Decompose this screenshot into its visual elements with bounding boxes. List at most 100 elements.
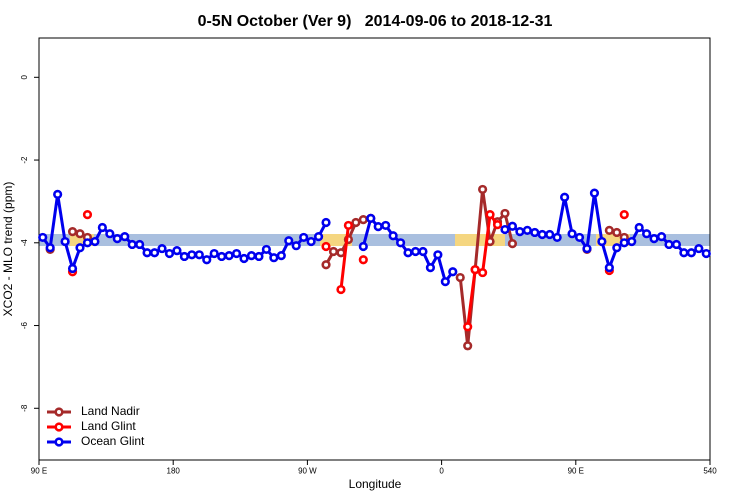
point [217, 251, 227, 262]
point [82, 238, 93, 248]
point [492, 219, 503, 230]
point [321, 217, 331, 228]
point [560, 192, 570, 202]
point [530, 227, 540, 238]
point [82, 210, 93, 220]
x-axis-label: Longitude [349, 477, 402, 491]
y-tick-label: -6 [20, 321, 29, 329]
point [701, 248, 711, 259]
point [291, 241, 301, 251]
point [619, 238, 629, 248]
point [664, 239, 674, 250]
point [343, 220, 354, 231]
point [612, 243, 622, 253]
point [127, 239, 137, 250]
point [589, 188, 600, 198]
point [172, 246, 182, 256]
point [60, 236, 70, 247]
point [75, 229, 85, 239]
point [157, 243, 167, 254]
point [537, 229, 547, 240]
point [202, 255, 212, 265]
point [418, 246, 428, 257]
point [567, 229, 577, 239]
legend-label: Land Nadir [81, 404, 140, 418]
point [276, 251, 286, 261]
y-tick-label: -4 [20, 239, 29, 247]
point [552, 232, 562, 243]
point [231, 248, 242, 259]
point [463, 322, 473, 332]
point [686, 248, 696, 258]
point [254, 251, 264, 262]
x-tick-label: 180 [167, 467, 181, 476]
point [381, 220, 391, 231]
point [321, 260, 331, 270]
point [120, 231, 130, 242]
point [209, 248, 219, 259]
legend-label: Ocean Glint [81, 434, 145, 448]
point [336, 284, 346, 295]
point [135, 239, 145, 250]
x-tick-label: 90 E [568, 467, 584, 476]
plot-frame [38, 37, 711, 461]
point [500, 224, 510, 235]
series [38, 188, 711, 287]
point [500, 208, 510, 219]
point [507, 239, 518, 249]
point [604, 263, 614, 273]
point [194, 250, 204, 260]
point [515, 227, 525, 237]
point [604, 225, 614, 235]
y-axis-label: XCO2 - MLO trend (ppm) [1, 182, 15, 317]
point [239, 253, 249, 264]
point [112, 234, 122, 244]
point [328, 246, 339, 257]
legend-marker [54, 407, 64, 417]
point [306, 236, 316, 247]
point [343, 234, 354, 245]
point [634, 222, 644, 233]
point [425, 263, 436, 273]
point [455, 272, 465, 283]
y-tick-label: -8 [20, 404, 29, 412]
point [679, 248, 689, 258]
legend-label: Land Glint [81, 419, 136, 433]
point [545, 229, 555, 240]
legend-marker [54, 422, 64, 432]
point [478, 184, 488, 195]
point [373, 222, 383, 232]
point [448, 267, 458, 277]
point [410, 246, 421, 257]
point [97, 222, 107, 233]
point [485, 210, 495, 220]
point [366, 213, 376, 223]
point [164, 248, 175, 259]
point [224, 251, 234, 261]
point [358, 215, 368, 225]
point [321, 241, 331, 252]
point [358, 255, 368, 265]
point [433, 250, 443, 260]
legend-marker [54, 437, 64, 447]
point [642, 229, 652, 239]
y-tick-label: 0 [20, 75, 29, 80]
point [619, 210, 629, 220]
x-tick-label: 90 E [31, 467, 47, 476]
point [597, 236, 607, 247]
point [90, 236, 100, 247]
point [470, 265, 480, 275]
point [671, 239, 682, 250]
point [649, 234, 659, 244]
point [440, 277, 450, 287]
point [656, 231, 667, 242]
point [187, 250, 197, 260]
point [269, 253, 279, 263]
point [507, 221, 518, 231]
point [149, 248, 160, 258]
point [45, 243, 55, 253]
point [142, 248, 152, 258]
point [351, 217, 361, 228]
